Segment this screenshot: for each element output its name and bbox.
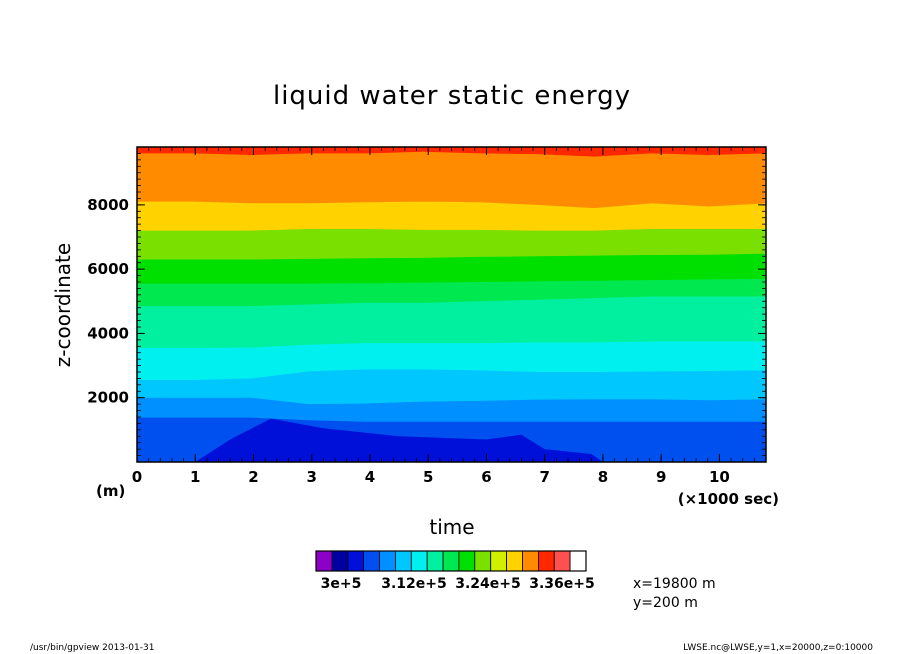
- colorbar-cell: [490, 550, 508, 572]
- y-tick-label: 8000: [87, 196, 129, 214]
- x-tick-label: 7: [539, 468, 549, 486]
- colorbar-cell: [315, 550, 333, 572]
- x-axis-title: time: [429, 515, 474, 539]
- footer-left: /usr/bin/gpview 2013-01-31: [30, 643, 154, 653]
- x-tick-label: 8: [598, 468, 608, 486]
- band-10: [137, 147, 766, 157]
- colorbar-cell: [363, 550, 380, 572]
- x-tick-label: 1: [190, 468, 200, 486]
- y-axis: 2000 4000 6000 8000: [87, 146, 766, 463]
- colorbar-cell: [347, 550, 365, 572]
- colorbar-cell: [522, 550, 539, 572]
- x-tick-label: 9: [656, 468, 666, 486]
- x-tick-label: 2: [248, 468, 258, 486]
- x-tick-label: 6: [481, 468, 491, 486]
- colorbar-cell: [331, 550, 349, 572]
- colorbar-label: 3.24e+5: [455, 576, 521, 592]
- colorbar-cell: [506, 550, 523, 572]
- colorbar-cell: [569, 550, 587, 572]
- y-position-info: y=200 m: [633, 595, 698, 611]
- colorbar-cell: [410, 550, 428, 572]
- chart-title: liquid water static energy: [273, 81, 631, 111]
- y-tick-label: 6000: [87, 260, 129, 278]
- plot-area: [137, 147, 766, 462]
- colorbar-cell: [442, 550, 460, 572]
- x-unit-label: (×1000 sec): [678, 490, 779, 508]
- colorbar-cell: [458, 550, 476, 572]
- colorbar-cell: [426, 550, 444, 572]
- y-tick-label: 4000: [87, 324, 129, 342]
- footer-right: LWSE.nc@LWSE,y=1,x=20000,z=0:10000: [683, 643, 873, 653]
- y-unit-label: (m): [96, 482, 125, 500]
- colorbar-cell: [379, 550, 396, 572]
- x-position-info: x=19800 m: [633, 576, 716, 592]
- x-tick-label: 3: [307, 468, 317, 486]
- colorbar-cell: [394, 550, 412, 572]
- colorbar-frame: [315, 550, 587, 572]
- colorbar-label: 3e+5: [321, 576, 362, 592]
- x-tick-label: 5: [423, 468, 433, 486]
- x-tick-label: 10: [709, 468, 730, 486]
- low-core: [195, 418, 603, 462]
- colorbar-cell: [538, 550, 555, 572]
- colorbar: [315, 550, 587, 572]
- colorbar-cell: [474, 550, 492, 572]
- x-tick-label: 0: [132, 468, 142, 486]
- band-9: [137, 147, 766, 209]
- x-axis: 0 1 2 3 4 5 6 7 8 9 10: [132, 147, 767, 486]
- y-axis-title: z-coordinate: [51, 243, 75, 367]
- colorbar-cell: [553, 550, 571, 572]
- x-tick-label: 4: [365, 468, 375, 486]
- colorbar-label: 3.36e+5: [529, 576, 595, 592]
- colorbar-labels: 3e+5 3.12e+5 3.24e+5 3.36e+5: [321, 576, 595, 592]
- y-tick-label: 2000: [87, 389, 129, 407]
- colorbar-label: 3.12e+5: [381, 576, 447, 592]
